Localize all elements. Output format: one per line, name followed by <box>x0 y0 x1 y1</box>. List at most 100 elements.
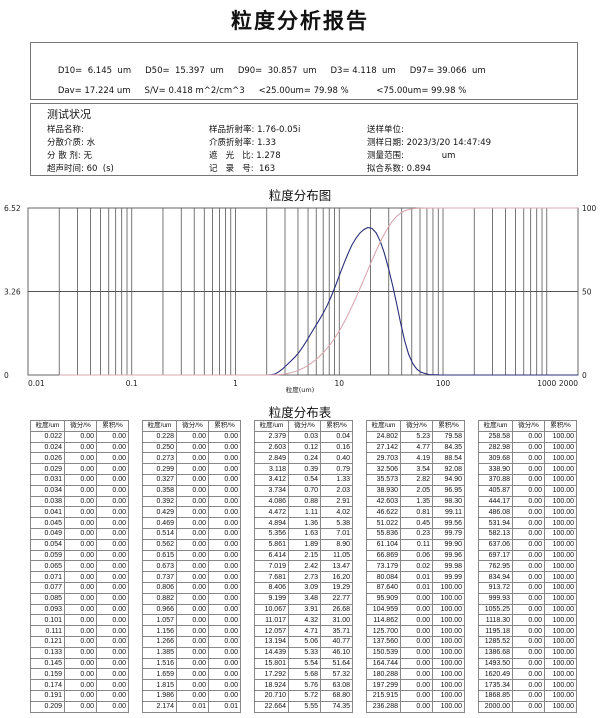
dav-value: Dav= 17.224 um <box>57 86 131 96</box>
column-header: 累积/% <box>96 420 129 432</box>
table-row: 38.930 2.05 96.95 <box>366 484 465 497</box>
cumulative-cell: 100.00 <box>432 700 465 713</box>
size-cell: 282.98 <box>478 441 513 454</box>
differential-cell: 0.00 <box>176 430 209 443</box>
report-title: 粒度分析报告 <box>231 9 369 33</box>
size-cell: 637.06 <box>478 538 513 551</box>
size-cell: 1386.68 <box>478 646 513 659</box>
size-cell: 125.700 <box>366 625 401 637</box>
table-row: 0.085 0.00 0.00 <box>30 592 129 605</box>
differential-cell: 0.00 <box>64 452 97 465</box>
size-cell: 5.861 <box>254 538 289 551</box>
table-row: 2.174 0.01 0.01 <box>142 700 241 713</box>
differential-cell: 0.00 <box>176 484 209 497</box>
differential-cell: 4.32 <box>288 614 321 627</box>
cumulative-cell: 100.00 <box>544 517 577 529</box>
cumulative-cell: 100.00 <box>544 571 577 583</box>
size-cell: 1.266 <box>142 635 177 648</box>
size-cell: 8.406 <box>254 581 289 594</box>
cumulative-cell: 100.00 <box>544 495 577 508</box>
table-row: 150.539 0.00 100.00 <box>366 646 465 659</box>
cumulative-cell: 0.16 <box>320 441 353 454</box>
differential-cell: 0.00 <box>64 549 97 562</box>
differential-cell: 0.00 <box>512 657 545 670</box>
differential-cell: 0.24 <box>288 452 321 465</box>
cumulative-cell: 100.00 <box>432 679 465 691</box>
differential-cell: 0.06 <box>400 549 433 562</box>
cumulative-cell: 0.00 <box>208 452 241 465</box>
cumulative-cell: 0.00 <box>208 506 241 519</box>
cumulative-cell: 0.00 <box>208 495 241 508</box>
differential-cell: 2.15 <box>288 549 321 562</box>
cumulative-cell: 0.00 <box>96 603 129 616</box>
table-row: 0.159 0.00 0.00 <box>30 668 129 681</box>
differential-cell: 0.00 <box>64 603 97 616</box>
cumulative-cell: 0.00 <box>96 452 129 465</box>
table-row: 0.145 0.00 0.00 <box>30 657 129 670</box>
size-cell: 46.622 <box>366 506 401 519</box>
size-cell: 0.191 <box>30 689 65 702</box>
y-left-tick-label: 3.26 <box>4 288 21 297</box>
table-row: 3.412 0.54 1.33 <box>254 473 353 486</box>
cumulative-cell: 0.00 <box>208 571 241 583</box>
column-header: 微分/% <box>288 420 321 432</box>
column-header: 累积/% <box>208 420 241 432</box>
distribution-table: 粒度/um 微分/% 累积/% 258.58 0.00 100.00 282.98 0.00 1… <box>478 420 577 713</box>
table-row: 1.385 0.00 0.00 <box>142 646 241 659</box>
differential-cell: 1.35 <box>400 495 433 508</box>
column-header: 累积/% <box>544 420 577 432</box>
test-conditions-box: 测试状况 样品名称: 样品折射率: 1.76-0.05i 送样单位: 分散介质: … <box>30 103 578 176</box>
size-cell: 0.174 <box>30 679 65 691</box>
size-cell: 0.031 <box>30 473 65 486</box>
cumulative-cell: 0.00 <box>96 571 129 583</box>
size-cell: 42.603 <box>366 495 401 508</box>
differential-cell: 0.00 <box>176 463 209 475</box>
size-cell: 0.034 <box>30 484 65 497</box>
size-cell: 0.429 <box>142 506 177 519</box>
table-row: 18.924 5.76 63.08 <box>254 679 353 691</box>
size-cell: 29.703 <box>366 452 401 465</box>
cumulative-cell: 100.00 <box>544 646 577 659</box>
differential-cell: 0.00 <box>64 614 97 627</box>
size-cell: 95.909 <box>366 592 401 605</box>
table-row: 2.849 0.24 0.40 <box>254 452 353 465</box>
size-cell: 66.869 <box>366 549 401 562</box>
cumulative-cell: 99.79 <box>432 527 465 540</box>
differential-cell: 0.00 <box>512 679 545 691</box>
table-row: 61.104 0.11 99.90 <box>366 538 465 551</box>
differential-cell: 0.00 <box>64 625 97 637</box>
size-cell: 3.118 <box>254 463 289 475</box>
cumulative-cell: 0.00 <box>208 484 241 497</box>
table-row: 0.429 0.00 0.00 <box>142 506 241 519</box>
x-tick-label: 0.01 <box>28 379 45 388</box>
cumulative-cell: 0.79 <box>320 463 353 475</box>
cumulative-cell: 79.58 <box>432 430 465 443</box>
table-row: 197.299 0.00 100.00 <box>366 679 465 691</box>
cumulative-cell: 100.00 <box>544 635 577 648</box>
size-cell: 14.439 <box>254 646 289 659</box>
table-header-row: 粒度/um 微分/% 累积/% <box>142 420 241 432</box>
d10-value: D10= 6.145 um <box>57 66 132 76</box>
differential-cell: 0.70 <box>288 484 321 497</box>
table-row: 0.101 0.00 0.00 <box>30 614 129 627</box>
differential-cell: 0.00 <box>512 571 545 583</box>
cumulative-cell: 0.00 <box>208 646 241 659</box>
table-row: 0.174 0.00 0.00 <box>30 679 129 691</box>
table-row: 1055.25 0.00 100.00 <box>478 603 577 616</box>
cumulative-cell: 0.00 <box>96 679 129 691</box>
differential-cell: 0.00 <box>64 463 97 475</box>
condition-field: 送样单位: <box>367 125 407 135</box>
table-row: 125.700 0.00 100.00 <box>366 625 465 637</box>
condition-field: 分 散 剂: 无 <box>47 151 92 161</box>
cumulative-cell: 0.00 <box>208 441 241 454</box>
cumulative-cell: 35.71 <box>320 625 353 637</box>
differential-cell: 0.00 <box>176 614 209 627</box>
x-tick-label: 0.1 <box>126 379 138 388</box>
differential-cell: 0.00 <box>512 635 545 648</box>
size-cell: 22.664 <box>254 700 289 713</box>
table-row: 1.156 0.00 0.00 <box>142 625 241 637</box>
cumulative-cell: 0.00 <box>208 517 241 529</box>
table-row: 32.506 3.54 92.08 <box>366 463 465 475</box>
differential-cell: 0.12 <box>288 441 321 454</box>
size-cell: 0.093 <box>30 603 65 616</box>
